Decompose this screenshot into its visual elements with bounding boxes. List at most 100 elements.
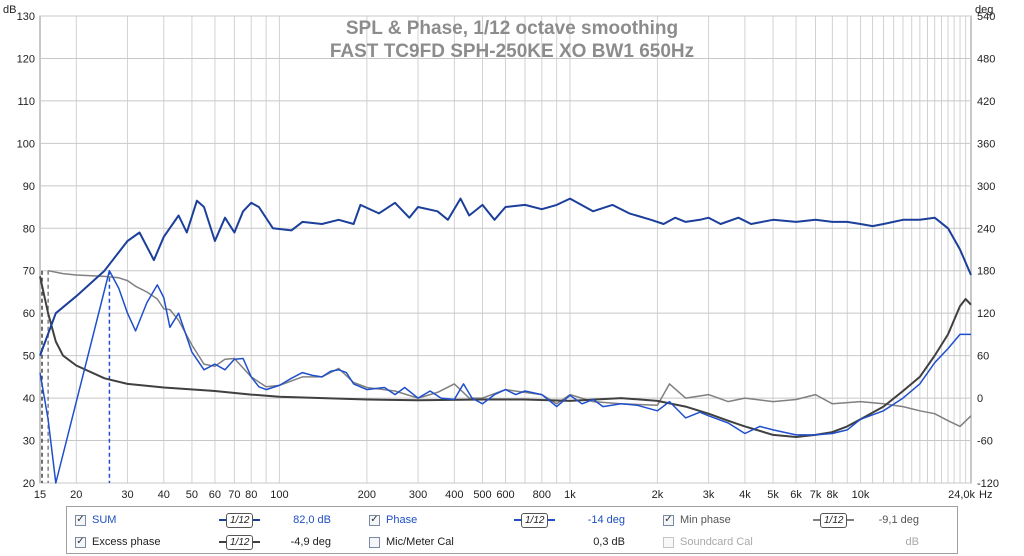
curve-sum — [39, 197, 972, 356]
x-tick-label: 800 — [533, 489, 551, 501]
x-tick-label: 60 — [209, 489, 221, 501]
x-tick-label: 1k — [564, 489, 576, 501]
y-tick-label-left: 60 — [23, 308, 35, 320]
curves — [39, 197, 972, 484]
y-tick-label-left: 80 — [23, 223, 35, 235]
soundcard-cal-checkbox[interactable] — [663, 536, 674, 548]
legend-label-sum: SUM — [92, 514, 117, 526]
excess-phase-smoothing-box[interactable]: 1/12 — [226, 534, 254, 550]
x-tick-label: 20 — [70, 489, 82, 501]
spl-phase-chart: 15 20 30 40 50 60 70 80 100 200 300 400 500 600 800 1k 2… — [3, 4, 999, 501]
legend-item-soundcard-cal[interactable]: Soundcard Cal — [663, 533, 753, 551]
x-tick-label: 100 — [270, 489, 288, 501]
x-tick-label: 30 — [121, 489, 133, 501]
excess-phase-checkbox[interactable]: ✓ — [75, 536, 86, 548]
min-phase-checkbox[interactable]: ✓ — [663, 514, 674, 526]
x-tick-label: 70 — [228, 489, 240, 501]
y-tick-label-right: 60 — [977, 351, 989, 363]
cursor-markers — [41, 270, 111, 483]
y-tick-label-right: 300 — [977, 181, 995, 193]
excess-phase-smoothing-control[interactable]: 1/12 — [219, 533, 261, 551]
x-unit: Hz — [979, 489, 992, 501]
legend-item-mic-meter-cal[interactable]: Mic/Meter Cal — [369, 533, 454, 551]
grid — [40, 15, 971, 484]
x-tick-label: 8k — [827, 489, 839, 501]
min-phase-line-swatch-right — [847, 519, 855, 521]
y-tick-label-left: 70 — [23, 266, 35, 278]
phase-value: -14 deg — [587, 514, 625, 526]
sum-value: 82,0 dB — [293, 514, 331, 526]
phase-checkbox[interactable]: ✓ — [369, 514, 380, 526]
x-tick-label: 80 — [245, 489, 257, 501]
y-tick-label-left: 100 — [17, 138, 35, 150]
x-tick-label: 50 — [186, 489, 198, 501]
min-phase-smoothing-control[interactable]: 1/12 — [813, 511, 855, 529]
x-tick-label: 7k — [810, 489, 822, 501]
y-tick-label-left: 130 — [17, 11, 35, 23]
sum-smoothing-control[interactable]: 1/12 — [219, 511, 261, 529]
legend-label-mic-meter-cal: Mic/Meter Cal — [386, 536, 454, 548]
x-tick-label: 300 — [409, 489, 427, 501]
legend-item-min-phase[interactable]: ✓ Min phase — [663, 511, 731, 529]
x-tick-label: 3k — [703, 489, 715, 501]
curve-phase — [39, 269, 971, 484]
y-tick-label-right: 0 — [977, 393, 983, 405]
phase-smoothing-box[interactable]: 1/12 — [521, 512, 549, 528]
x-tick-label: 5k — [767, 489, 779, 501]
phase-line-swatch-right — [548, 519, 556, 521]
y-tick-label-right: 180 — [977, 266, 995, 278]
y-tick-label-left: 50 — [23, 351, 35, 363]
excess-phase-line-swatch-right — [253, 541, 261, 543]
legend-label-soundcard-cal: Soundcard Cal — [680, 536, 753, 548]
sum-line-swatch-right — [253, 519, 261, 521]
legend-item-sum[interactable]: ✓ SUM — [75, 511, 116, 529]
y-tick-label-right: -120 — [977, 478, 999, 490]
y-tick-label-left: 20 — [23, 478, 35, 490]
x-tick-label: 500 — [473, 489, 491, 501]
min-phase-line-swatch — [813, 519, 820, 521]
y-tick-label-right: 240 — [977, 223, 995, 235]
y-tick-label-left: 30 — [23, 436, 35, 448]
excess-phase-value: -4,9 deg — [290, 536, 331, 548]
min-phase-value: -9,1 deg — [878, 514, 919, 526]
sum-checkbox[interactable]: ✓ — [75, 514, 86, 526]
legend-item-excess-phase[interactable]: ✓ Excess phase — [75, 533, 160, 551]
y-tick-label-left: 120 — [17, 53, 35, 65]
y-unit-right: deg — [975, 4, 993, 16]
x-tick-label: 6k — [790, 489, 802, 501]
x-tick-label: 600 — [496, 489, 514, 501]
x-tick-label: 200 — [358, 489, 376, 501]
legend-item-phase[interactable]: ✓ Phase — [369, 511, 417, 529]
chart-subtitle: FAST TC9FD SPH-250KE XO BW1 650Hz — [330, 41, 694, 62]
x-tick-label: 400 — [445, 489, 463, 501]
legend-label-phase: Phase — [386, 514, 418, 526]
phase-smoothing-control[interactable]: 1/12 — [514, 511, 556, 529]
y-tick-label-right: 480 — [977, 53, 995, 65]
tick-labels: 15 20 30 40 50 60 70 80 100 200 300 400 500 600 800 1k 2… — [17, 11, 999, 501]
chart-title: SPL & Phase, 1/12 octave smoothing — [346, 18, 678, 39]
excess-phase-line-swatch — [219, 541, 226, 543]
x-tick-label: 10k — [852, 489, 870, 501]
sum-smoothing-box[interactable]: 1/12 — [226, 512, 254, 528]
y-tick-label-left: 40 — [23, 393, 35, 405]
y-tick-label-right: -60 — [977, 436, 993, 448]
y-tick-label-left: 90 — [23, 181, 35, 193]
mic-meter-cal-checkbox[interactable] — [369, 536, 380, 548]
x-tick-label: 4k — [739, 489, 751, 501]
min-phase-smoothing-box[interactable]: 1/12 — [820, 512, 848, 528]
x-tick-label: 2k — [652, 489, 664, 501]
y-tick-label-right: 360 — [977, 138, 995, 150]
legend-label-excess-phase: Excess phase — [92, 536, 161, 548]
y-tick-label-right: 120 — [977, 308, 995, 320]
y-tick-label-right: 540 — [977, 11, 995, 23]
soundcard-cal-value: dB — [905, 536, 919, 548]
y-unit-left: dB — [3, 4, 16, 16]
legend-label-min-phase: Min phase — [680, 514, 731, 526]
curve-min-phase — [47, 269, 972, 428]
x-tick-label: 40 — [158, 489, 170, 501]
x-tick-label: 24,0k — [948, 489, 975, 501]
mic-meter-cal-value: 0,3 dB — [593, 536, 625, 548]
legend-panel: ✓ SUM 1/12 82,0 dB ✓ Phase 1/12 -14 deg … — [66, 506, 958, 554]
sum-line-swatch — [219, 519, 226, 521]
phase-line-swatch — [514, 519, 521, 521]
